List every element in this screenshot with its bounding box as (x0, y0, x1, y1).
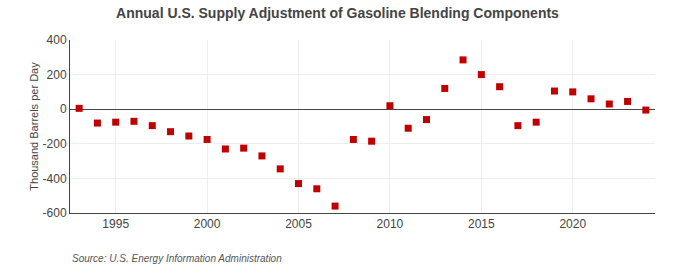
svg-text:Source: U.S. Energy Informatio: Source: U.S. Energy Information Administ… (72, 253, 282, 264)
svg-text:2010: 2010 (377, 217, 404, 231)
svg-text:-400: -400 (43, 172, 67, 186)
svg-text:1995: 1995 (102, 217, 129, 231)
svg-text:Annual U.S. Supply Adjustment: Annual U.S. Supply Adjustment of Gasolin… (116, 5, 559, 21)
svg-text:-200: -200 (43, 137, 67, 151)
svg-text:2000: 2000 (194, 217, 221, 231)
svg-text:2020: 2020 (559, 217, 586, 231)
svg-text:200: 200 (47, 68, 67, 82)
svg-text:400: 400 (47, 33, 67, 47)
svg-text:Thousand Barrels per Day: Thousand Barrels per Day (28, 62, 40, 191)
svg-text:2015: 2015 (468, 217, 495, 231)
svg-text:0: 0 (60, 102, 67, 116)
svg-text:2005: 2005 (285, 217, 312, 231)
svg-text:-600: -600 (43, 206, 67, 220)
